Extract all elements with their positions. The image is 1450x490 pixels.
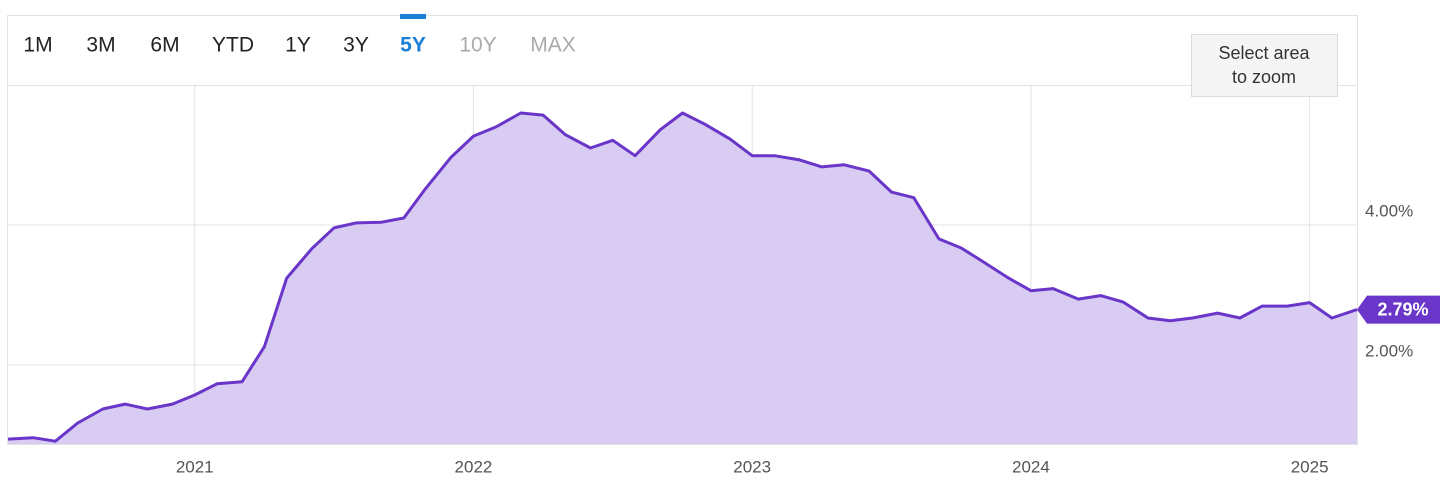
zoom-hint: to zoom xyxy=(1232,67,1296,87)
axes: 2021 2022 2023 2024 2025 2.00% 4.00% 2.79% xyxy=(176,201,1440,476)
current-value-tag xyxy=(1357,295,1440,324)
x-tick-label: 2023 xyxy=(733,457,771,476)
selected-indicator xyxy=(400,14,426,19)
x-tick-label: 2022 xyxy=(455,457,493,476)
range-button[interactable]: 5Y xyxy=(400,34,426,57)
zoom-hint: Select area xyxy=(1218,43,1310,63)
range-button[interactable]: 6M xyxy=(150,34,179,57)
range-button[interactable]: YTD xyxy=(212,34,254,57)
range-button: MAX xyxy=(530,34,576,57)
range-button: 10Y xyxy=(459,34,496,57)
y-tick-label: 4.00% xyxy=(1365,201,1413,220)
range-button[interactable]: 3M xyxy=(86,34,115,57)
line xyxy=(7,111,1358,443)
plot-frame xyxy=(7,15,1358,445)
range-button[interactable]: 1Y xyxy=(285,34,311,57)
range-button[interactable]: 3Y xyxy=(343,34,369,57)
x-tick-label: 2025 xyxy=(1291,457,1329,476)
range-buttons: 1M 3M 6M YTD 1Y 3Y 5Y 10Y MAX xyxy=(23,14,576,57)
range-button[interactable]: 1M xyxy=(23,34,52,57)
current-value-label: 2.79% xyxy=(1377,299,1428,319)
button-bar xyxy=(8,16,1357,85)
y-tick-label: 2.00% xyxy=(1365,341,1413,360)
x-tick-label: 2024 xyxy=(1012,457,1050,476)
x-tick-label: 2021 xyxy=(176,457,214,476)
zoom-hint-box xyxy=(1191,34,1338,97)
marks xyxy=(7,111,1358,444)
area xyxy=(8,113,1357,444)
